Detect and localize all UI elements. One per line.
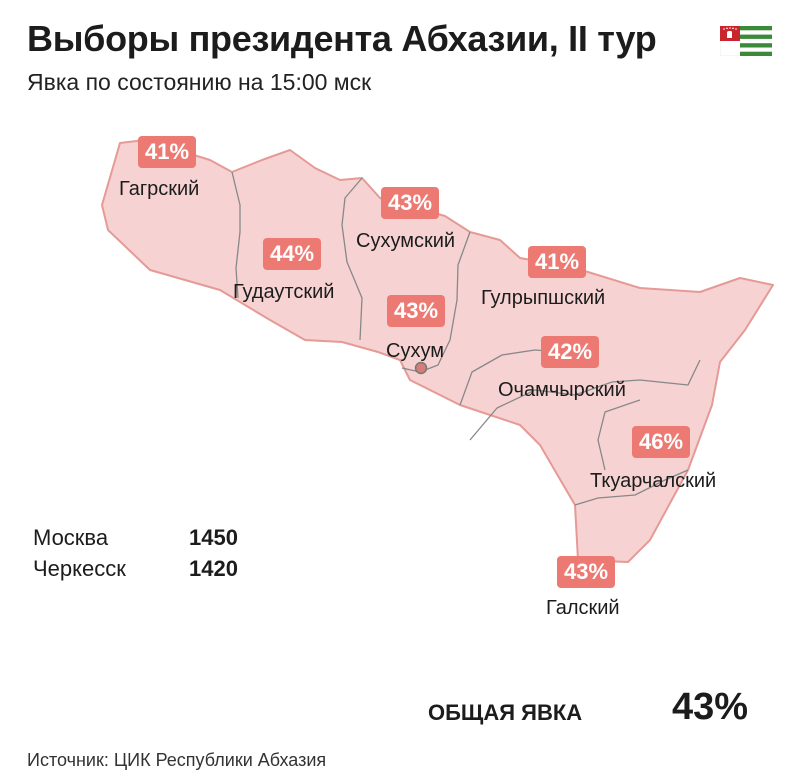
region-badge-gudauta: 44%	[263, 238, 322, 270]
diaspora-turnout-list: Москва 1450 Черкесск 1420	[33, 522, 238, 584]
region-label-gali: Галский	[546, 597, 620, 619]
diaspora-row: Москва 1450	[33, 522, 238, 553]
region-label-sukhumi-district: Сухумский	[356, 230, 456, 252]
region-badge-sukhum: 43%	[387, 295, 446, 327]
region-label-tkvarcheli: Ткуарчалский	[590, 470, 717, 492]
diaspora-city: Черкесск	[33, 556, 126, 581]
source-note: Источник: ЦИК Республики Абхазия	[27, 750, 327, 770]
diaspora-row: Черкесск 1420	[33, 553, 238, 584]
region-label-ochamchira: Очамчырский	[498, 379, 626, 401]
page-subtitle: Явка по состоянию на 15:00 мск	[27, 69, 372, 95]
region-label-sukhum: Сухум	[386, 340, 444, 362]
diaspora-count: 1450	[189, 525, 238, 550]
region-label-gulripsh: Гулрыпшский	[481, 287, 606, 309]
region-badge-ochamchira: 42%	[541, 336, 600, 368]
region-label-gudauta: Гудаутский	[233, 281, 335, 303]
region-label-gagra: Гагрский	[119, 178, 200, 200]
region-badge-gagra: 41%	[138, 136, 197, 168]
region-badge-gulripsh: 41%	[528, 246, 587, 278]
region-badge-sukhumi-district: 43%	[381, 187, 440, 219]
diaspora-city: Москва	[33, 525, 109, 550]
abkhazia-flag-icon	[720, 26, 772, 56]
region-badge-gali: 43%	[557, 556, 616, 588]
sukhum-city-marker	[414, 361, 428, 375]
region-badge-tkvarcheli: 46%	[632, 426, 691, 458]
total-turnout-value: 43%	[672, 686, 749, 728]
diaspora-count: 1420	[189, 556, 238, 581]
total-turnout-label: ОБЩАЯ ЯВКА	[428, 700, 583, 725]
page-title: Выборы президента Абхазии, II тур	[27, 18, 657, 59]
